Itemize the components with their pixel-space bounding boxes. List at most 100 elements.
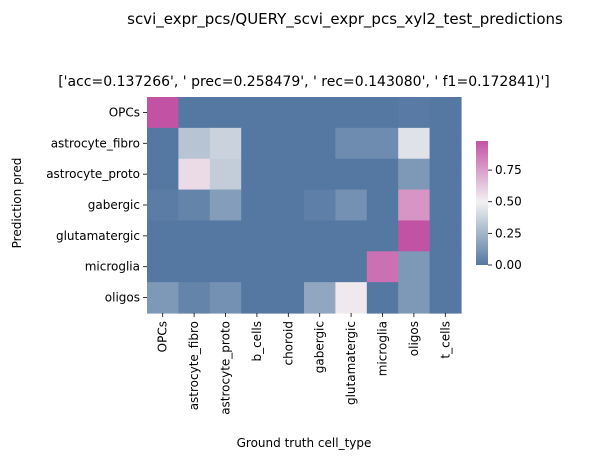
y-tick-label: glutamatergic <box>56 229 140 243</box>
y-tick-label: astrocyte_fibro <box>51 136 140 150</box>
x-tick-label: b_cells <box>250 321 264 362</box>
colorbar-ticks: 0.00 0.25 0.50 0.75 <box>488 163 522 272</box>
heatmap-cell <box>178 97 211 129</box>
heatmap-cell <box>241 282 274 314</box>
heatmap-cell <box>429 158 462 191</box>
heatmap-cell <box>178 189 211 222</box>
heatmap-cell <box>147 158 179 191</box>
heatmap-cell <box>366 189 399 222</box>
colorbar-tick-label: 0.00 <box>495 258 522 272</box>
colorbar-tick-label: 0.25 <box>495 226 522 240</box>
heatmap-cell <box>241 220 274 252</box>
heatmap-cell <box>272 220 305 252</box>
x-tick-label: glutamatergic <box>344 321 358 405</box>
heatmap-cell <box>304 97 336 129</box>
heatmap-cell <box>398 220 431 252</box>
heatmap-cell <box>178 220 211 252</box>
x-tick-label: OPCs <box>156 321 170 352</box>
heatmap-cell <box>147 220 179 252</box>
heatmap-cell <box>209 251 242 283</box>
heatmap-cell <box>147 127 179 160</box>
heatmap-cell <box>304 220 336 252</box>
heatmap-cell <box>429 251 462 283</box>
heatmap-cell <box>147 97 179 129</box>
y-tick-label: oligos <box>105 291 140 305</box>
y-tick-label: microglia <box>85 260 140 274</box>
x-tick-label: microglia <box>376 321 390 376</box>
heatmap-cell <box>241 127 274 160</box>
heatmap-cell <box>241 189 274 222</box>
heatmap-cell <box>241 158 274 191</box>
heatmap-cell <box>209 127 242 160</box>
heatmap-cell <box>304 127 336 160</box>
heatmap-cell <box>429 97 462 129</box>
heatmap-cell <box>304 189 336 222</box>
y-tick-label: OPCs <box>109 105 140 119</box>
heatmap-cell <box>335 282 368 314</box>
heatmap-cell <box>209 97 242 129</box>
y-tick-label: astrocyte_proto <box>46 167 140 181</box>
x-tick-label: gabergic <box>313 321 327 373</box>
colorbar-gradient <box>476 141 488 265</box>
heatmap-cell <box>366 127 399 160</box>
figure-suptitle: scvi_expr_pcs/QUERY_scvi_expr_pcs_xyl2_t… <box>127 10 563 29</box>
heatmap-cell <box>241 251 274 283</box>
heatmap-cell <box>209 220 242 252</box>
heatmap-cell <box>398 251 431 283</box>
colorbar: 0.00 0.25 0.50 0.75 <box>476 141 522 272</box>
x-tick-labels: OPCs astrocyte_fibro astrocyte_proto b_cell… <box>156 313 452 415</box>
heatmap-cell <box>335 251 368 283</box>
heatmap-cell <box>366 220 399 252</box>
heatmap-cell <box>429 127 462 160</box>
heatmap-cell <box>178 282 211 314</box>
heatmap-cell <box>398 158 431 191</box>
heatmap-cells <box>147 97 462 314</box>
heatmap-cell <box>272 127 305 160</box>
heatmap-cell <box>398 282 431 314</box>
heatmap-cell <box>366 251 399 283</box>
chart-title: ['acc=0.137266', ' prec=0.258479', ' rec… <box>58 74 550 90</box>
heatmap-cell <box>366 97 399 129</box>
y-axis-label: Prediction pred <box>10 158 24 249</box>
heatmap-cell <box>429 282 462 314</box>
heatmap-cell <box>147 251 179 283</box>
heatmap-cell <box>147 282 179 314</box>
x-tick-label: t_cells <box>438 321 452 359</box>
heatmap-cell <box>178 158 211 191</box>
heatmap-cell <box>272 158 305 191</box>
heatmap-cell <box>398 189 431 222</box>
heatmap-cell <box>178 127 211 160</box>
heatmap-cell <box>209 158 242 191</box>
heatmap-cell <box>178 251 211 283</box>
heatmap-cell <box>429 189 462 222</box>
heatmap-cell <box>272 282 305 314</box>
x-tick-label: astrocyte_proto <box>219 321 233 415</box>
heatmap-cell <box>304 158 336 191</box>
heatmap-cell <box>272 97 305 129</box>
heatmap-cell <box>304 251 336 283</box>
colorbar-tick-label: 0.75 <box>495 163 522 177</box>
y-tick-label: gabergic <box>88 198 140 212</box>
heatmap-cell <box>335 189 368 222</box>
heatmap-cell <box>272 251 305 283</box>
x-tick-label: astrocyte_fibro <box>187 321 201 410</box>
x-tick-label: choroid <box>281 321 295 366</box>
heatmap-cell <box>147 189 179 222</box>
heatmap-cell <box>304 282 336 314</box>
heatmap-cell <box>241 97 274 129</box>
heatmap-cell <box>335 127 368 160</box>
x-axis-label: Ground truth cell_type <box>237 436 372 450</box>
y-tick-labels: OPCs astrocyte_fibro astrocyte_protogaberg… <box>46 105 147 305</box>
x-tick-label: oligos <box>407 321 421 356</box>
colorbar-tick-label: 0.50 <box>495 195 522 209</box>
heatmap-cell <box>335 97 368 129</box>
heatmap-cell <box>429 220 462 252</box>
heatmap-cell <box>398 97 431 129</box>
heatmap-cell <box>209 282 242 314</box>
heatmap-cell <box>366 158 399 191</box>
heatmap-cell <box>366 282 399 314</box>
heatmap-cell <box>272 189 305 222</box>
heatmap-cell <box>335 220 368 252</box>
heatmap-cell <box>335 158 368 191</box>
